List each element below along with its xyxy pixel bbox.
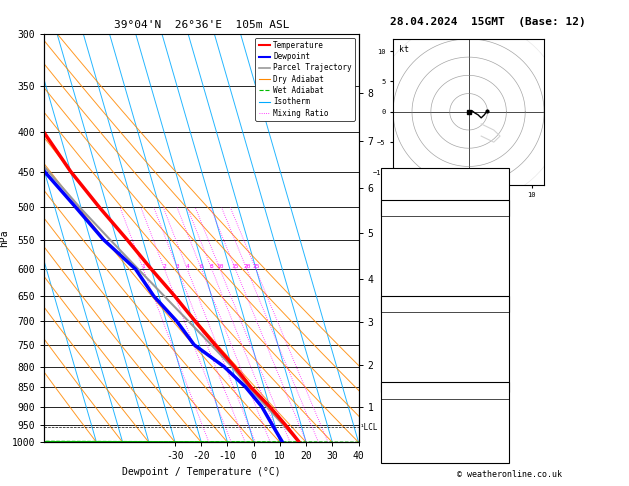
Text: SREH: SREH — [386, 418, 407, 427]
Text: Pressure (mb): Pressure (mb) — [386, 316, 455, 325]
Text: 15: 15 — [231, 264, 239, 269]
Text: 314: 314 — [489, 332, 506, 341]
Text: PW (cm): PW (cm) — [386, 204, 423, 213]
Text: kt: kt — [399, 45, 409, 54]
Text: 17.4: 17.4 — [484, 220, 506, 228]
Text: 3: 3 — [175, 264, 179, 269]
Text: 0: 0 — [500, 364, 506, 373]
Text: 2: 2 — [500, 268, 506, 277]
Text: Mixing Ratio (g/kg): Mixing Ratio (g/kg) — [401, 264, 410, 359]
Text: 10°: 10° — [489, 434, 506, 443]
Text: 10: 10 — [216, 264, 224, 269]
Text: ¹LCL: ¹LCL — [359, 423, 378, 432]
Text: 1.77: 1.77 — [484, 204, 506, 213]
Text: Lifted Index: Lifted Index — [386, 268, 450, 277]
Title: 39°04'N  26°36'E  105m ASL: 39°04'N 26°36'E 105m ASL — [113, 20, 289, 31]
Text: CAPE (J): CAPE (J) — [386, 284, 428, 293]
Text: 0: 0 — [500, 300, 506, 309]
Text: 8: 8 — [210, 264, 214, 269]
Text: Dewp (°C): Dewp (°C) — [386, 236, 434, 244]
Text: CAPE (J): CAPE (J) — [386, 364, 428, 373]
Text: 20: 20 — [243, 264, 250, 269]
Text: 2: 2 — [500, 451, 506, 459]
Text: EH: EH — [386, 402, 396, 411]
Text: StmSpd (kt): StmSpd (kt) — [386, 451, 445, 459]
Text: 50: 50 — [495, 188, 506, 197]
Text: 6: 6 — [199, 264, 203, 269]
Text: 25: 25 — [252, 264, 260, 269]
Text: Hodograph: Hodograph — [421, 387, 469, 396]
Text: K: K — [386, 172, 391, 181]
Y-axis label: km
ASL: km ASL — [389, 238, 407, 260]
Text: 2: 2 — [500, 284, 506, 293]
Text: 41: 41 — [495, 402, 506, 411]
Text: 37: 37 — [495, 418, 506, 427]
Text: 1: 1 — [500, 348, 506, 357]
Text: CIN (J): CIN (J) — [386, 380, 423, 389]
Text: Most Unstable: Most Unstable — [410, 301, 480, 310]
Text: 11: 11 — [495, 236, 506, 244]
Text: Totals Totals: Totals Totals — [386, 188, 455, 197]
Text: Temp (°C): Temp (°C) — [386, 220, 434, 228]
Text: Lifted Index: Lifted Index — [386, 348, 450, 357]
Text: © weatheronline.co.uk: © weatheronline.co.uk — [457, 469, 562, 479]
Text: StmDir: StmDir — [386, 434, 418, 443]
Text: 313: 313 — [489, 252, 506, 260]
Text: θᴄ (K): θᴄ (K) — [386, 332, 418, 341]
X-axis label: Dewpoint / Temperature (°C): Dewpoint / Temperature (°C) — [122, 467, 281, 477]
Text: 4: 4 — [186, 264, 189, 269]
Text: Surface: Surface — [426, 205, 464, 213]
Text: CIN (J): CIN (J) — [386, 300, 423, 309]
Text: 28.04.2024  15GMT  (Base: 12): 28.04.2024 15GMT (Base: 12) — [390, 17, 586, 27]
Text: 13: 13 — [495, 172, 506, 181]
Text: 0: 0 — [500, 380, 506, 389]
Text: 1: 1 — [142, 264, 145, 269]
Y-axis label: hPa: hPa — [0, 229, 9, 247]
Text: θᴄ(K): θᴄ(K) — [386, 252, 413, 260]
Text: 2: 2 — [162, 264, 166, 269]
Text: 850: 850 — [489, 316, 506, 325]
Legend: Temperature, Dewpoint, Parcel Trajectory, Dry Adiabat, Wet Adiabat, Isotherm, Mi: Temperature, Dewpoint, Parcel Trajectory… — [255, 38, 355, 121]
